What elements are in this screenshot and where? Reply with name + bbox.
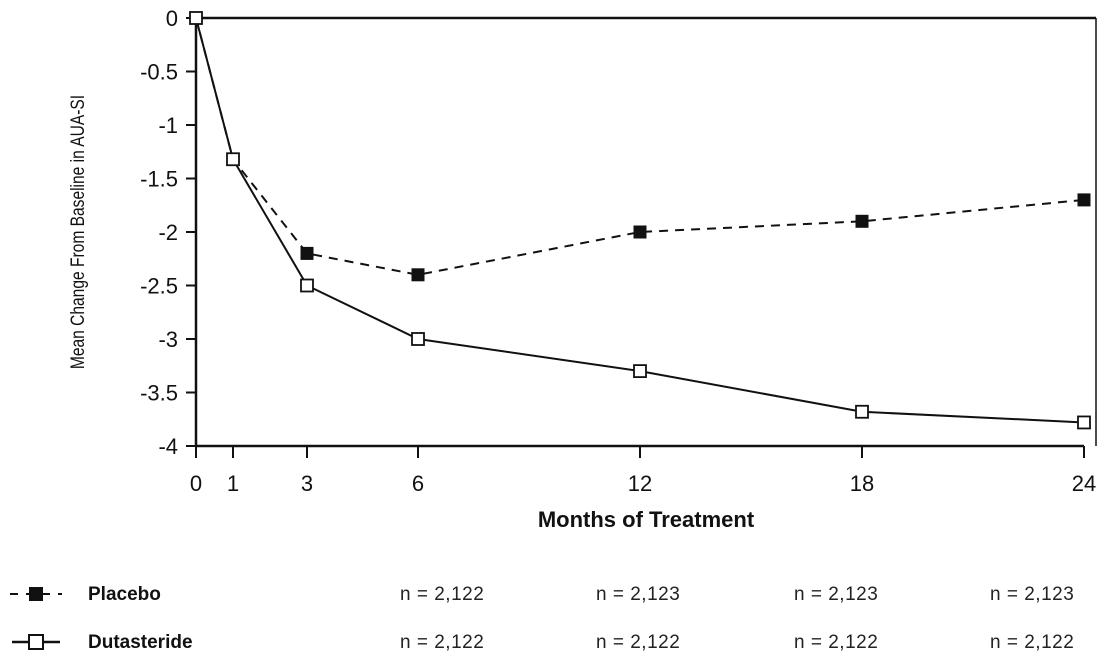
data-point <box>1077 193 1091 207</box>
legend-label-dutasteride: Dutasteride <box>88 632 193 653</box>
data-point <box>411 268 425 282</box>
y-tick-label: -4 <box>158 434 178 459</box>
x-tick-label: 24 <box>1072 471 1096 496</box>
x-tick-label: 0 <box>190 471 202 496</box>
legend-label-placebo: Placebo <box>88 584 161 605</box>
data-point <box>1077 415 1091 430</box>
data-point <box>855 404 869 419</box>
legend-n-dutasteride-1: n = 2,122 <box>400 632 485 653</box>
legend-n-placebo-3: n = 2,123 <box>794 584 879 605</box>
y-axis-title: Mean Change From Baseline in AUA-SI <box>67 95 89 369</box>
x-tick-label: 12 <box>628 471 652 496</box>
data-point <box>633 364 647 379</box>
legend-n-placebo-4: n = 2,123 <box>990 584 1075 605</box>
series-placebo <box>189 11 1091 282</box>
y-tick-label: 0 <box>166 6 178 31</box>
data-point <box>300 278 314 293</box>
y-tick-label: -1 <box>158 113 178 138</box>
y-tick-label: -3 <box>158 327 178 352</box>
y-tick-label: -3.5 <box>140 381 178 406</box>
series-dutasteride <box>189 11 1091 430</box>
y-tick-label: -0.5 <box>140 60 178 85</box>
x-tick-label: 6 <box>412 471 424 496</box>
x-tick-label: 3 <box>301 471 313 496</box>
chart: 0-0.5-1-1.5-2-2.5-3-3.5-40 1 3 6 12 18 24 Mont… <box>67 6 1097 532</box>
x-axis-title: Months of Treatment <box>538 507 755 532</box>
x-tick-label: 18 <box>850 471 874 496</box>
x-tick-label: 1 <box>227 471 239 496</box>
data-point <box>226 152 240 167</box>
legend-n-placebo-2: n = 2,123 <box>596 584 681 605</box>
data-point <box>300 246 314 260</box>
legend-n-dutasteride-4: n = 2,122 <box>990 632 1075 653</box>
dashed-filled-square-icon <box>10 587 62 601</box>
y-tick-label: -1.5 <box>140 167 178 192</box>
legend-n-dutasteride-2: n = 2,122 <box>596 632 681 653</box>
data-point <box>633 225 647 239</box>
legend-n-placebo-1: n = 2,122 <box>400 584 485 605</box>
axes: 0-0.5-1-1.5-2-2.5-3-3.5-40 1 3 6 12 18 24 <box>140 6 1097 496</box>
legend-row-placebo: Placebo n = 2,122 n = 2,123 n = 2,123 n … <box>0 580 1119 612</box>
legend-row-dutasteride: Dutasteride n = 2,122 n = 2,122 n = 2,12… <box>0 628 1119 660</box>
series-line <box>195 17 1085 424</box>
legend-n-dutasteride-3: n = 2,122 <box>794 632 879 653</box>
solid-open-square-icon <box>12 634 60 650</box>
y-tick-label: -2.5 <box>140 274 178 299</box>
data-point <box>411 332 425 346</box>
series-layer <box>189 11 1091 430</box>
y-tick-label: -2 <box>158 220 178 245</box>
data-point <box>189 11 203 25</box>
legend: Placebo n = 2,122 n = 2,123 n = 2,123 n … <box>0 570 1119 653</box>
data-point <box>855 214 869 228</box>
